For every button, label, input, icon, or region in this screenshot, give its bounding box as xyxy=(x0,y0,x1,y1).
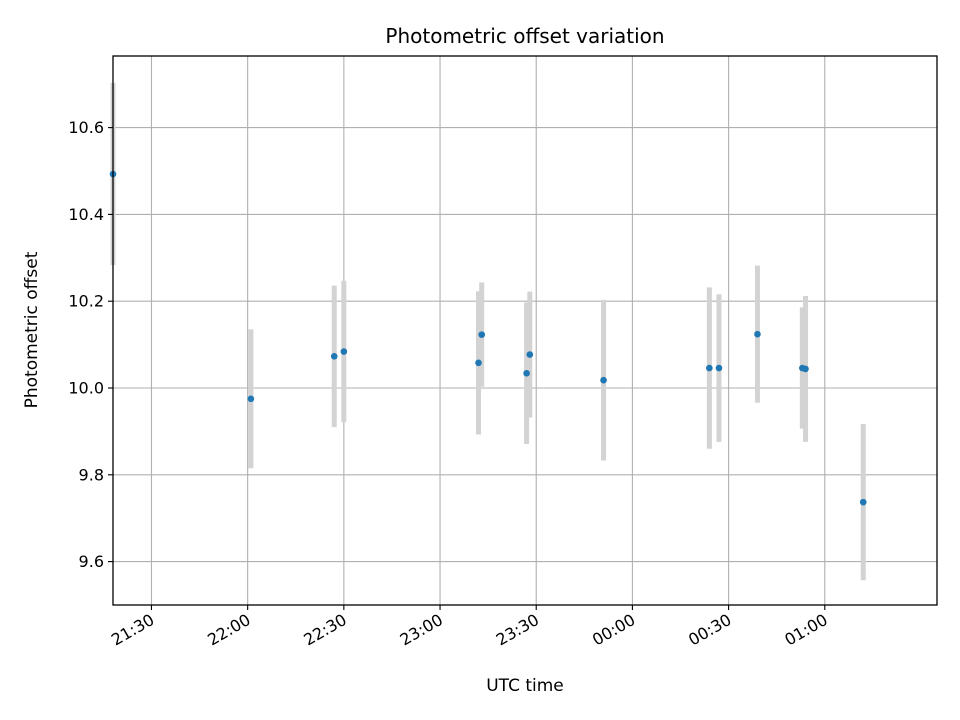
x-tick-label: 23:00 xyxy=(397,610,446,650)
x-tick-label: 00:00 xyxy=(589,610,638,650)
y-axis-title: Photometric offset xyxy=(22,251,42,408)
data-point xyxy=(859,498,867,506)
data-point xyxy=(715,364,723,372)
y-tick-label: 9.6 xyxy=(79,552,104,571)
plot-frame xyxy=(112,55,938,606)
data-points xyxy=(109,170,867,506)
x-tick-label: 22:30 xyxy=(300,610,349,650)
data-point xyxy=(330,353,338,360)
data-point xyxy=(754,330,761,338)
x-tick-label: 23:30 xyxy=(493,610,542,650)
y-axis: 9.6 9.8 10.0 10.2 10.4 10.6 xyxy=(68,118,113,571)
data-point xyxy=(247,395,255,403)
x-tick-label: 22:00 xyxy=(204,610,253,650)
x-tick-label: 01:00 xyxy=(781,610,830,650)
data-point xyxy=(475,359,482,367)
y-tick-label: 10.2 xyxy=(68,292,104,311)
x-axis: 21:30 22:00 22:30 23:00 23:30 00:00 00:30 01:00 xyxy=(108,605,831,650)
data-point xyxy=(600,376,607,384)
data-point xyxy=(802,365,809,373)
y-tick-label: 10.0 xyxy=(68,379,104,398)
y-tick-label: 10.6 xyxy=(68,118,104,137)
data-point xyxy=(478,331,486,338)
chart-title: Photometric offset variation xyxy=(385,24,664,48)
data-point xyxy=(526,351,534,358)
x-axis-title: UTC time xyxy=(486,676,564,696)
y-tick-label: 10.4 xyxy=(68,205,104,224)
error-bars xyxy=(110,82,866,581)
grid xyxy=(113,56,937,605)
x-tick-label: 00:30 xyxy=(685,610,734,650)
y-tick-label: 9.8 xyxy=(79,465,104,484)
data-point xyxy=(523,369,530,377)
x-tick-label: 21:30 xyxy=(108,610,157,650)
data-point xyxy=(340,348,348,355)
data-point xyxy=(706,364,713,372)
